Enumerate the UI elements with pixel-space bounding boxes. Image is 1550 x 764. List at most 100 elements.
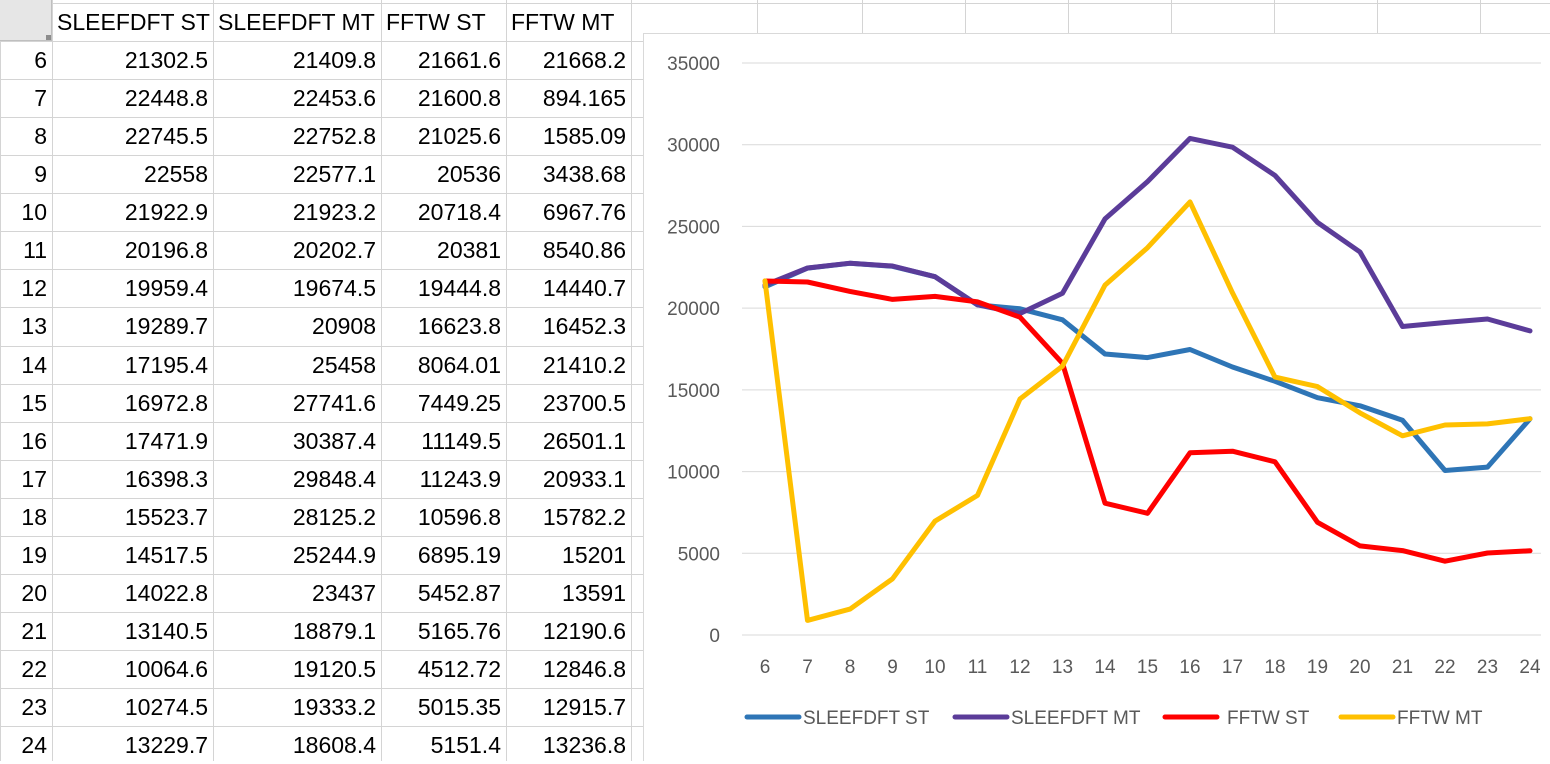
row-label-cell[interactable]: 22 xyxy=(21,656,47,682)
row-label-cell[interactable]: 16 xyxy=(21,428,47,454)
row-label-cell[interactable]: 10 xyxy=(21,199,47,225)
data-cell[interactable]: 8540.86 xyxy=(542,237,626,263)
data-cell[interactable]: 14022.8 xyxy=(124,580,208,606)
data-cell[interactable]: 14440.7 xyxy=(542,275,626,301)
data-cell[interactable]: 15782.2 xyxy=(542,504,626,530)
data-cell[interactable]: 22577.1 xyxy=(292,161,376,187)
data-cell[interactable]: 13140.5 xyxy=(124,618,208,644)
select-all-corner[interactable] xyxy=(0,0,52,41)
line-chart[interactable]: 0 5000 10000 15000 20000 25000 30000 35000 6 7 8 9 1… xyxy=(643,33,1550,761)
data-cell[interactable]: 5151.4 xyxy=(430,732,501,758)
data-cell[interactable]: 6967.76 xyxy=(542,199,626,225)
data-cell[interactable]: 894.165 xyxy=(542,85,626,111)
data-cell[interactable]: 18608.4 xyxy=(292,732,376,758)
data-cell[interactable]: 23700.5 xyxy=(542,390,626,416)
data-cell[interactable]: 26501.1 xyxy=(542,428,626,454)
data-cell[interactable]: 21668.2 xyxy=(542,47,626,73)
row-label-cell[interactable]: 21 xyxy=(21,618,47,644)
row-label-cell[interactable]: 17 xyxy=(21,466,47,492)
data-cell[interactable]: 4512.72 xyxy=(417,656,501,682)
data-cell[interactable]: 21600.8 xyxy=(417,85,501,111)
data-cell[interactable]: 20202.7 xyxy=(292,237,376,263)
data-cell[interactable]: 19674.5 xyxy=(292,275,376,301)
data-cell[interactable]: 19959.4 xyxy=(124,275,208,301)
data-cell[interactable]: 20908 xyxy=(312,313,376,339)
row-label-cell[interactable]: 18 xyxy=(21,504,47,530)
data-cell[interactable]: 5452.87 xyxy=(417,580,501,606)
data-cell[interactable]: 20933.1 xyxy=(542,466,626,492)
data-cell[interactable]: 27741.6 xyxy=(292,390,376,416)
data-cell[interactable]: 5015.35 xyxy=(417,694,501,720)
data-cell[interactable]: 30387.4 xyxy=(292,428,376,454)
data-cell[interactable]: 21661.6 xyxy=(417,47,501,73)
data-cell[interactable]: 15201 xyxy=(562,542,626,568)
data-cell[interactable]: 21025.6 xyxy=(417,123,501,149)
data-cell[interactable]: 21923.2 xyxy=(292,199,376,225)
data-cell[interactable]: 16623.8 xyxy=(417,313,501,339)
data-cell[interactable]: 10596.8 xyxy=(417,504,501,530)
data-cell[interactable]: 22558 xyxy=(144,161,208,187)
data-cell[interactable]: 10274.5 xyxy=(124,694,208,720)
data-cell[interactable]: 11149.5 xyxy=(421,428,501,454)
row-label-cell[interactable]: 20 xyxy=(21,580,47,606)
data-cell[interactable]: 19444.8 xyxy=(417,275,501,301)
data-cell[interactable]: 18879.1 xyxy=(292,618,376,644)
data-cell[interactable]: 19289.7 xyxy=(124,313,208,339)
column-header-cell[interactable]: FFTW ST xyxy=(386,9,486,35)
row-label-cell[interactable]: 12 xyxy=(21,275,47,301)
data-cell[interactable]: 22448.8 xyxy=(124,85,208,111)
row-label-cell[interactable]: 13 xyxy=(21,313,47,339)
data-cell[interactable]: 16398.3 xyxy=(124,466,208,492)
row-label-cell[interactable]: 24 xyxy=(21,732,47,758)
data-cell[interactable]: 5165.76 xyxy=(417,618,501,644)
data-cell[interactable]: 25244.9 xyxy=(292,542,376,568)
data-cell[interactable]: 6895.19 xyxy=(417,542,501,568)
data-cell[interactable]: 17471.9 xyxy=(124,428,208,454)
data-cell[interactable]: 12190.6 xyxy=(542,618,626,644)
data-cell[interactable]: 21410.2 xyxy=(542,352,626,378)
data-cell[interactable]: 12915.7 xyxy=(542,694,626,720)
data-cell[interactable]: 19333.2 xyxy=(292,694,376,720)
data-cell[interactable]: 16452.3 xyxy=(542,313,626,339)
data-cell[interactable]: 21922.9 xyxy=(124,199,208,225)
data-cell[interactable]: 8064.01 xyxy=(417,352,501,378)
data-cell[interactable]: 16972.8 xyxy=(124,390,208,416)
row-label-cell[interactable]: 15 xyxy=(21,390,47,416)
data-cell[interactable]: 3438.68 xyxy=(542,161,626,187)
data-cell[interactable]: 10064.6 xyxy=(124,656,208,682)
column-header-cell[interactable]: FFTW MT xyxy=(511,9,615,35)
row-label-cell[interactable]: 8 xyxy=(34,123,47,149)
data-cell[interactable]: 15523.7 xyxy=(124,504,208,530)
data-cell[interactable]: 22745.5 xyxy=(124,123,208,149)
data-cell[interactable]: 7449.25 xyxy=(417,390,501,416)
data-cell[interactable]: 21409.8 xyxy=(292,47,376,73)
data-cell[interactable]: 20718.4 xyxy=(417,199,501,225)
data-cell[interactable]: 12846.8 xyxy=(542,656,626,682)
row-label-cell[interactable]: 19 xyxy=(21,542,47,568)
data-cell[interactable]: 28125.2 xyxy=(292,504,376,530)
row-label-cell[interactable]: 9 xyxy=(34,161,47,187)
data-cell[interactable]: 1585.09 xyxy=(542,123,626,149)
row-label-cell[interactable]: 7 xyxy=(34,85,47,111)
row-label-cell[interactable]: 14 xyxy=(21,352,47,378)
data-cell[interactable]: 11243.9 xyxy=(419,466,501,492)
data-cell[interactable]: 21302.5 xyxy=(124,47,208,73)
row-label-cell[interactable]: 23 xyxy=(21,694,47,720)
data-cell[interactable]: 20536 xyxy=(437,161,501,187)
data-cell[interactable]: 17195.4 xyxy=(124,352,208,378)
data-cell[interactable]: 23437 xyxy=(312,580,376,606)
data-cell[interactable]: 20196.8 xyxy=(124,237,208,263)
data-cell[interactable]: 13236.8 xyxy=(542,732,626,758)
row-label-cell[interactable]: 6 xyxy=(34,47,47,73)
data-cell[interactable]: 29848.4 xyxy=(292,466,376,492)
data-cell[interactable]: 25458 xyxy=(312,352,376,378)
data-cell[interactable]: 22752.8 xyxy=(292,123,376,149)
row-label-cell[interactable]: 11 xyxy=(23,237,47,263)
data-cell[interactable]: 20381 xyxy=(437,237,501,263)
column-header-cell[interactable]: SLEEFDFT MT xyxy=(218,9,375,35)
data-cell[interactable]: 13591 xyxy=(562,580,626,606)
column-header-cell[interactable]: SLEEFDFT ST xyxy=(57,9,210,35)
data-cell[interactable]: 13229.7 xyxy=(124,732,208,758)
data-cell[interactable]: 22453.6 xyxy=(292,85,376,111)
data-cell[interactable]: 14517.5 xyxy=(124,542,208,568)
